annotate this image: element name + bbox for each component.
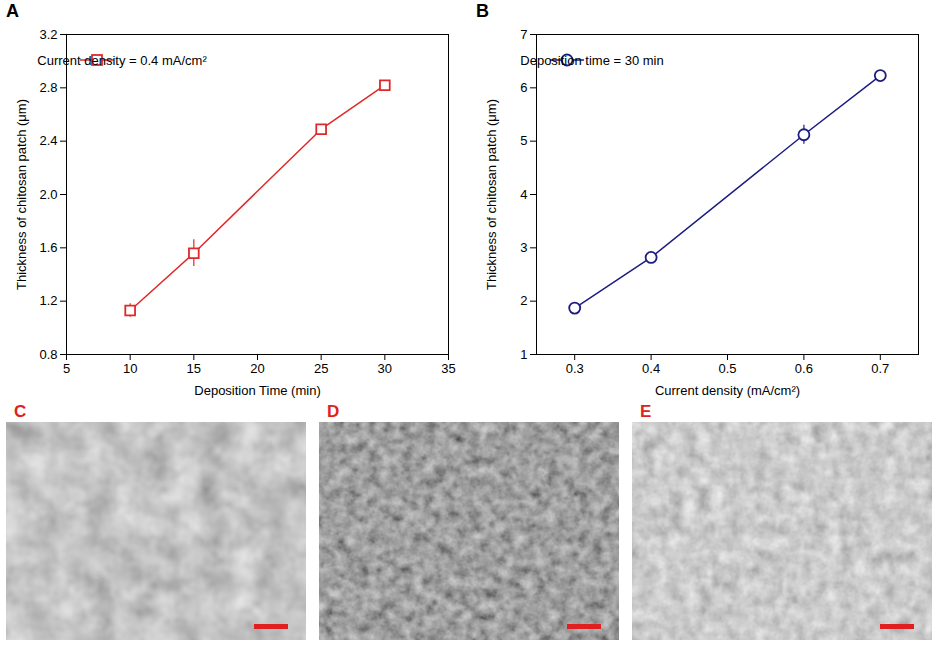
svg-text:Thickness of chitosan patch (μ: Thickness of chitosan patch (μm)	[484, 99, 499, 290]
svg-text:2.8: 2.8	[39, 80, 57, 95]
svg-text:Deposition Time (min): Deposition Time (min)	[194, 383, 320, 398]
svg-text:5: 5	[520, 133, 527, 148]
svg-text:Current density (mA/cm²): Current density (mA/cm²)	[655, 383, 800, 398]
svg-text:Current density = 0.4 mA/cm²: Current density = 0.4 mA/cm²	[37, 53, 207, 68]
svg-text:5: 5	[63, 361, 70, 376]
svg-text:3: 3	[520, 240, 527, 255]
svg-text:30: 30	[378, 361, 392, 376]
svg-text:0.3: 0.3	[566, 361, 584, 376]
html-text:C: C	[14, 402, 27, 421]
svg-text:4: 4	[520, 187, 527, 202]
svg-text:1.2: 1.2	[39, 293, 57, 308]
html-text:D: D	[327, 402, 340, 421]
html-text:E: E	[640, 402, 652, 421]
html-text:B: B	[476, 1, 489, 21]
svg-text:3.2: 3.2	[39, 27, 57, 42]
svg-text:0.5: 0.5	[718, 361, 736, 376]
svg-text:0.6: 0.6	[795, 361, 813, 376]
svg-text:20: 20	[250, 361, 264, 376]
svg-text:1: 1	[520, 347, 527, 362]
svg-text:Thickness of chitosan patch (μ: Thickness of chitosan patch (μm)	[14, 99, 29, 290]
svg-text:2: 2	[520, 293, 527, 308]
svg-text:Deposition time = 30 min: Deposition time = 30 min	[520, 53, 663, 68]
svg-text:6: 6	[520, 80, 527, 95]
svg-text:0.8: 0.8	[39, 347, 57, 362]
svg-text:2.4: 2.4	[39, 133, 57, 148]
svg-text:7: 7	[520, 27, 527, 42]
svg-text:2.0: 2.0	[39, 187, 57, 202]
svg-text:0.7: 0.7	[871, 361, 889, 376]
html-text:A: A	[6, 1, 19, 21]
svg-text:1.6: 1.6	[39, 240, 57, 255]
svg-text:10: 10	[123, 361, 137, 376]
svg-text:15: 15	[187, 361, 201, 376]
svg-text:0.4: 0.4	[642, 361, 660, 376]
svg-text:35: 35	[441, 361, 455, 376]
svg-text:25: 25	[314, 361, 328, 376]
